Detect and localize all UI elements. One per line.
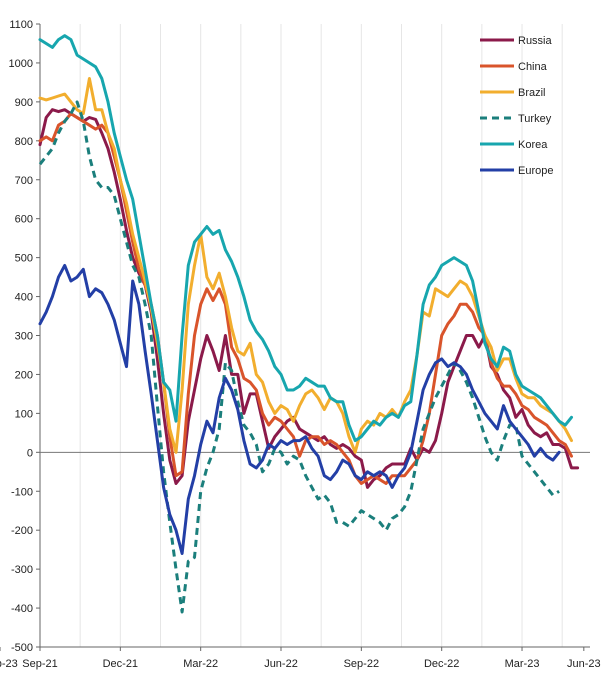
y-tick-label: 900 bbox=[15, 97, 33, 109]
y-tick-label: -300 bbox=[11, 564, 33, 576]
x-tick-label: Sep-23 bbox=[0, 658, 18, 670]
y-tick-label: 0 bbox=[27, 447, 33, 459]
grid-layer bbox=[39, 24, 563, 647]
y-tick-label: 400 bbox=[15, 292, 33, 304]
y-tick-label: 1000 bbox=[9, 58, 33, 70]
y-tick-label: -400 bbox=[11, 603, 33, 615]
x-tick-label: Mar-23 bbox=[505, 658, 540, 670]
y-tick-label: 300 bbox=[15, 331, 33, 343]
y-tick-label: -200 bbox=[11, 525, 33, 537]
y-tick-label: 600 bbox=[15, 214, 33, 226]
x-tick-label: Sep-21 bbox=[22, 658, 57, 670]
x-tick-label: Jun-23 bbox=[567, 658, 601, 670]
y-tick-label: 800 bbox=[15, 136, 33, 148]
y-tick-label: 500 bbox=[15, 253, 33, 265]
series-line-korea bbox=[38, 34, 573, 443]
legend-label-russia: Russia bbox=[518, 35, 553, 47]
y-tick-label: 1100 bbox=[9, 19, 33, 31]
x-tick-label: Sep-22 bbox=[344, 658, 379, 670]
series-line-brazil bbox=[38, 77, 573, 454]
legend-label-korea: Korea bbox=[518, 139, 548, 151]
legend-label-europe: Europe bbox=[518, 165, 553, 177]
y-tick-label: -100 bbox=[11, 486, 33, 498]
series-line-europe bbox=[38, 263, 561, 555]
legend: Russia China Brazil Turkey Korea Europe bbox=[480, 35, 553, 177]
legend-label-brazil: Brazil bbox=[518, 87, 546, 99]
x-tick-label: Dec-21 bbox=[103, 658, 138, 670]
legend-label-turkey: Turkey bbox=[518, 113, 552, 125]
x-tick-label: Mar-22 bbox=[183, 658, 218, 670]
x-tick-label: Dec-22 bbox=[424, 658, 459, 670]
series-line-turkey bbox=[38, 100, 560, 614]
y-tick-label: -500 bbox=[11, 642, 33, 654]
y-tick-label: 700 bbox=[15, 175, 33, 187]
series-layer bbox=[38, 34, 580, 614]
y-tick-label: 100 bbox=[15, 408, 33, 420]
x-tick-label: Jun-22 bbox=[264, 658, 298, 670]
legend-label-china: China bbox=[518, 61, 548, 73]
y-tick-label: 200 bbox=[15, 369, 33, 381]
